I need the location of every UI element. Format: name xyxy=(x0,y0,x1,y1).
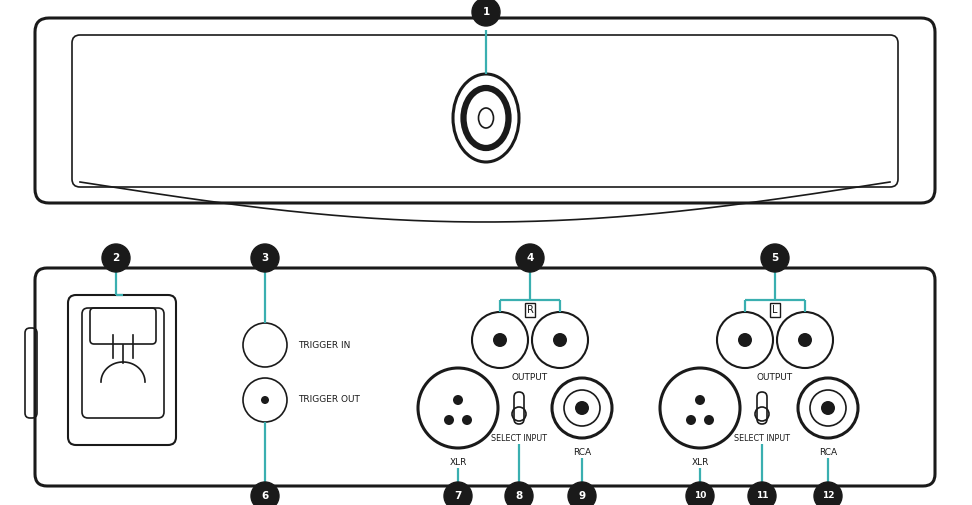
Ellipse shape xyxy=(261,396,269,404)
Text: 4: 4 xyxy=(526,253,534,263)
Text: OUTPUT: OUTPUT xyxy=(512,374,548,382)
Text: 3: 3 xyxy=(261,253,268,263)
Text: XLR: XLR xyxy=(449,458,467,467)
Ellipse shape xyxy=(102,244,130,272)
Ellipse shape xyxy=(695,395,705,405)
Text: 10: 10 xyxy=(694,491,707,500)
Ellipse shape xyxy=(251,244,279,272)
Ellipse shape xyxy=(686,482,714,505)
Ellipse shape xyxy=(251,482,279,505)
Ellipse shape xyxy=(798,333,812,347)
Ellipse shape xyxy=(814,482,842,505)
Ellipse shape xyxy=(686,415,696,425)
Ellipse shape xyxy=(464,88,508,148)
Text: RCA: RCA xyxy=(573,448,591,457)
Text: 9: 9 xyxy=(578,491,585,501)
Text: R: R xyxy=(527,305,534,315)
Text: TRIGGER IN: TRIGGER IN xyxy=(298,340,350,349)
Ellipse shape xyxy=(444,415,454,425)
Text: XLR: XLR xyxy=(691,458,709,467)
Text: SELECT INPUT: SELECT INPUT xyxy=(491,434,547,443)
Text: 5: 5 xyxy=(772,253,779,263)
Ellipse shape xyxy=(478,108,494,128)
Text: 12: 12 xyxy=(821,491,834,500)
Ellipse shape xyxy=(505,482,533,505)
Ellipse shape xyxy=(444,482,472,505)
Ellipse shape xyxy=(575,401,589,415)
Text: SELECT INPUT: SELECT INPUT xyxy=(734,434,790,443)
Ellipse shape xyxy=(462,415,472,425)
Text: 2: 2 xyxy=(113,253,120,263)
Ellipse shape xyxy=(748,482,776,505)
Text: TRIGGER OUT: TRIGGER OUT xyxy=(298,395,360,405)
Ellipse shape xyxy=(704,415,714,425)
Text: OUTPUT: OUTPUT xyxy=(757,374,793,382)
FancyBboxPatch shape xyxy=(35,268,935,486)
Text: 1: 1 xyxy=(482,7,490,17)
Ellipse shape xyxy=(516,244,544,272)
Ellipse shape xyxy=(738,333,752,347)
Text: 7: 7 xyxy=(454,491,462,501)
Ellipse shape xyxy=(453,395,463,405)
Text: 11: 11 xyxy=(756,491,768,500)
Text: 6: 6 xyxy=(261,491,268,501)
Ellipse shape xyxy=(453,74,519,162)
Ellipse shape xyxy=(821,401,835,415)
Ellipse shape xyxy=(493,333,507,347)
Ellipse shape xyxy=(568,482,596,505)
Text: RCA: RCA xyxy=(819,448,837,457)
Text: 8: 8 xyxy=(515,491,523,501)
Ellipse shape xyxy=(761,244,789,272)
FancyBboxPatch shape xyxy=(35,18,935,203)
Ellipse shape xyxy=(553,333,567,347)
Text: L: L xyxy=(772,305,778,315)
Ellipse shape xyxy=(472,0,500,26)
